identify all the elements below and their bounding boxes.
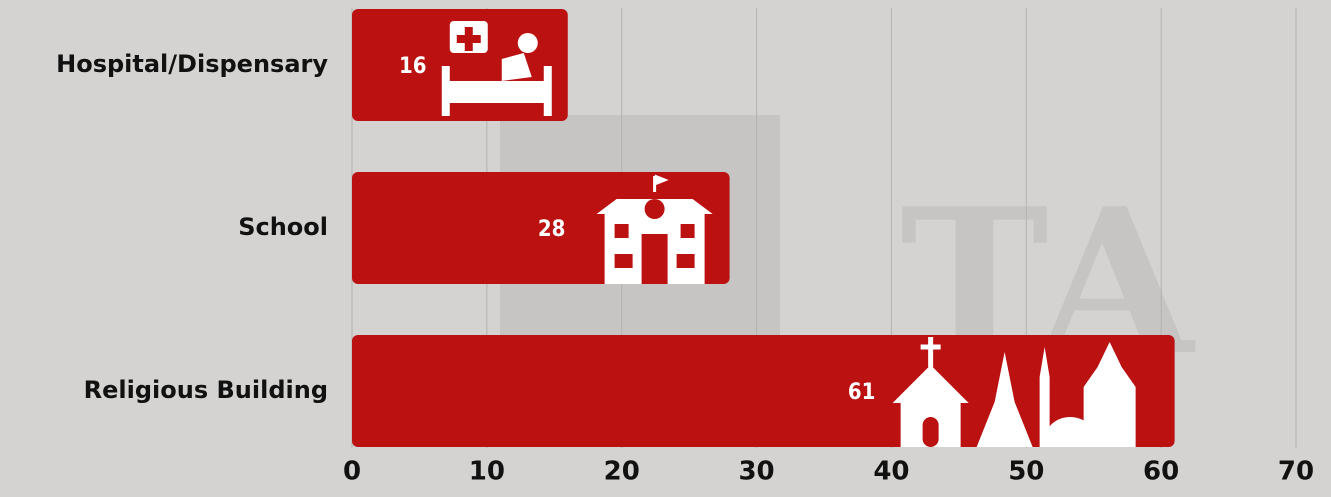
icon-part [677, 254, 695, 268]
x-tick-label: 60 [1143, 457, 1179, 487]
y-tick-label: School [238, 213, 328, 241]
icon-part [615, 224, 629, 238]
value-label: 28 [538, 217, 566, 242]
x-tick-label: 50 [1008, 457, 1044, 487]
chart: TA 162861 010203040506070Hospital/Dispen… [0, 0, 1331, 497]
icon-part [923, 417, 939, 447]
x-tick-label: 30 [738, 457, 774, 487]
x-tick-label: 70 [1278, 457, 1314, 487]
icon-part [518, 33, 538, 53]
x-tick-label: 0 [343, 457, 361, 487]
page: TA 162861 010203040506070Hospital/Dispen… [0, 0, 1331, 497]
icon-part [642, 234, 668, 284]
x-tick-label: 10 [469, 457, 505, 487]
y-tick-label: Hospital/Dispensary [56, 50, 328, 78]
icon-part [615, 254, 633, 268]
icon-part [645, 199, 665, 219]
icon-part [681, 224, 695, 238]
value-label: 16 [399, 54, 427, 79]
y-tick-label: Religious Building [84, 376, 328, 404]
value-label: 61 [848, 380, 876, 405]
x-tick-label: 40 [873, 457, 909, 487]
x-tick-label: 20 [604, 457, 640, 487]
